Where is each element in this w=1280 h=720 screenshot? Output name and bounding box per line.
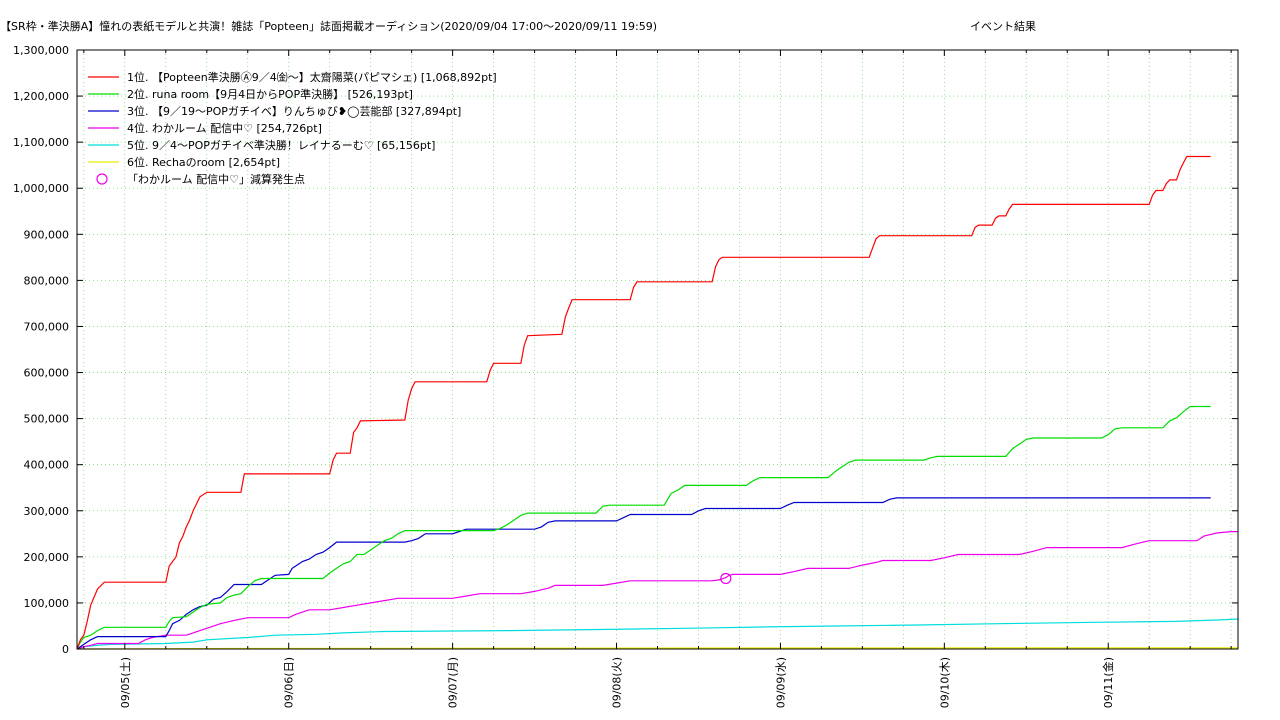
series-line [76, 497, 1211, 650]
legend-entry: 3位. 【9／19〜POPガチイベ】りんちゅび❥◯芸能部 [327,894pt] [127, 104, 461, 118]
series-line [76, 531, 1238, 650]
x-tick-label: 09/10(木) [938, 657, 951, 708]
y-tick-label: 100,000 [24, 597, 70, 610]
y-tick-label: 900,000 [24, 228, 70, 241]
legend-marker-entry: 「わかルーム 配信中♡」減算発生点 [127, 172, 305, 186]
axis-labels: 0 100,000 200,000 300,000 400,000 500,000 600,… [13, 44, 1238, 708]
y-tick-label: 500,000 [24, 413, 70, 426]
series-line [76, 155, 1211, 650]
y-tick-label: 1,200,000 [13, 90, 69, 103]
marker-layer [720, 572, 732, 585]
x-tick-label: 09/08(火) [611, 657, 624, 708]
legend-entry: 4位. わかルーム 配信中♡ [254,726pt] [127, 121, 322, 135]
series-line [76, 405, 1211, 650]
x-tick-label: 09/05(土) [119, 657, 132, 708]
legend: 1位. 【Popteen準決勝Ⓐ9／4㈮〜】太齋陽菜(パピマシェ) [1,068… [88, 70, 497, 186]
x-tick-label: 09/09(水) [774, 657, 787, 708]
grid-lines [77, 50, 1238, 649]
legend-entry: 6位. Rechaのroom [2,654pt] [127, 155, 280, 169]
legend-marker-swatch [96, 173, 108, 185]
y-tick-label: 1,000,000 [13, 182, 69, 195]
legend-entry: 2位. runa room【9月4日からPOP準決勝】 [526,193pt] [127, 87, 413, 101]
y-tick-label: 0 [62, 643, 69, 656]
chart-subtitle: イベント結果 [970, 19, 1036, 33]
legend-entry: 5位. 9／4〜POPガチイベ準決勝！レイナるーむ♡ [65,156pt] [127, 138, 435, 152]
x-tick-label: 09/11(金) [1101, 657, 1115, 708]
y-tick-label: 300,000 [24, 505, 70, 518]
y-tick-label: 1,300,000 [13, 44, 69, 57]
y-tick-label: 700,000 [24, 320, 70, 333]
legend-entry: 1位. 【Popteen準決勝Ⓐ9／4㈮〜】太齋陽菜(パピマシェ) [1,068… [127, 70, 497, 84]
decrement-marker [720, 572, 732, 585]
x-tick-label: 09/07(月) [447, 657, 460, 708]
chart-title: 【SR枠・準決勝A】憧れの表紙モデルと共演！雑誌「Popteen」誌面掲載オーデ… [0, 19, 657, 33]
y-tick-label: 800,000 [24, 274, 70, 287]
series-line [76, 618, 1239, 650]
x-tick-label: 09/06(日) [283, 657, 296, 708]
y-tick-label: 600,000 [24, 367, 70, 380]
y-tick-label: 400,000 [24, 459, 70, 472]
y-tick-label: 1,100,000 [13, 136, 69, 149]
y-tick-label: 200,000 [24, 551, 70, 564]
